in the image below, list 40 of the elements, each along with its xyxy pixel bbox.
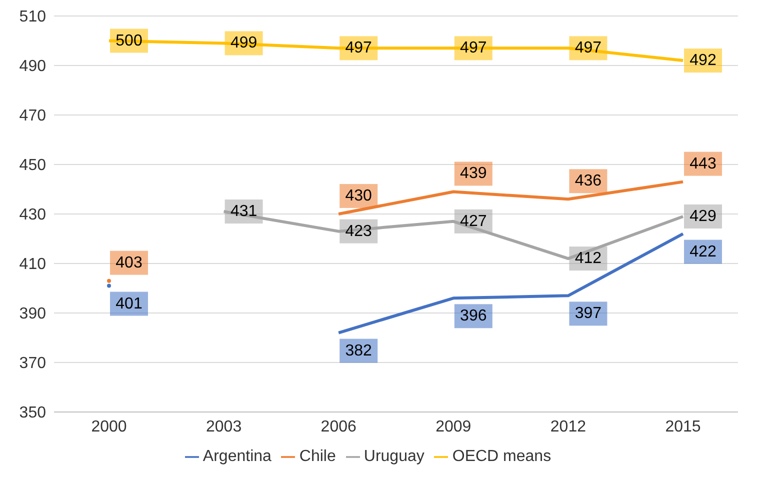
data-label: 412: [574, 250, 602, 268]
data-label: 422: [690, 243, 716, 260]
data-label: 497: [574, 40, 602, 57]
y-tick-label: 490: [19, 58, 46, 76]
data-label: 436: [574, 172, 602, 190]
x-tick-label: 2003: [206, 418, 242, 436]
y-tick-label: 410: [19, 256, 46, 274]
data-label: 423: [345, 222, 372, 240]
legend-label: OECD means: [452, 448, 552, 465]
data-label: 443: [690, 155, 716, 172]
y-tick-label: 390: [19, 306, 46, 323]
y-tick-label: 370: [19, 355, 46, 372]
data-label: 401: [116, 295, 142, 312]
legend-label: Chile: [299, 448, 336, 465]
data-label: 431: [230, 203, 258, 220]
data-label: 497: [345, 40, 372, 57]
data-label: 439: [460, 165, 487, 182]
data-label: 499: [230, 34, 258, 52]
data-label: 500: [116, 32, 142, 50]
y-tick-label: 430: [19, 206, 46, 224]
data-label: 497: [460, 40, 487, 57]
x-tick-label: 2009: [436, 418, 472, 436]
legend-label: Uruguay: [364, 448, 424, 465]
data-label: 403: [116, 254, 142, 272]
y-tick-label: 470: [19, 108, 46, 125]
data-label: 427: [460, 212, 487, 230]
data-label: 492: [690, 52, 716, 70]
data-label: 429: [690, 208, 716, 225]
y-tick-label: 450: [19, 157, 46, 174]
y-tick-label: 510: [19, 8, 46, 26]
x-tick-label: 2006: [320, 418, 356, 436]
legend-label: Argentina: [202, 448, 272, 465]
x-tick-label: 2012: [550, 418, 586, 436]
data-label: 396: [460, 308, 487, 325]
x-tick-label: 2015: [665, 418, 701, 436]
y-tick-label: 350: [19, 404, 46, 422]
data-label: 430: [345, 188, 372, 204]
x-tick-label: 2000: [91, 418, 127, 436]
data-label: 382: [345, 342, 372, 360]
data-label: 397: [574, 305, 602, 322]
